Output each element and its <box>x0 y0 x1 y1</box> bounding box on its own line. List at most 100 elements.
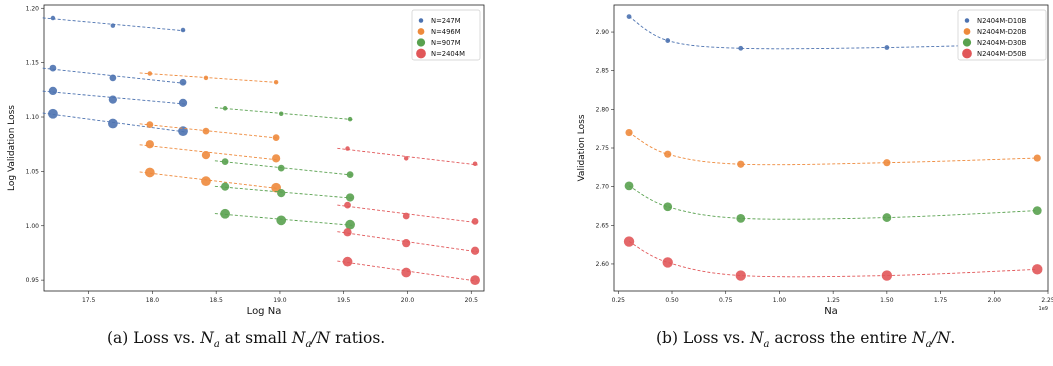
y-tick-label: 2.80 <box>596 106 610 113</box>
legend-label: N=907M <box>431 39 461 47</box>
x-axis-label: Log Na <box>247 306 282 317</box>
caption-b-prefix: (b) Loss vs. <box>656 329 750 347</box>
data-point <box>624 181 634 191</box>
x-tick-label: 18.5 <box>209 297 223 304</box>
y-tick-label: 1.20 <box>26 5 40 12</box>
legend-marker <box>962 48 972 59</box>
caption-a-middle: at small <box>219 329 292 347</box>
fit-line <box>214 107 353 121</box>
data-point <box>470 246 480 255</box>
x-tick-label: 0.75 <box>719 297 733 304</box>
fit-line <box>214 185 353 199</box>
data-point <box>147 71 153 76</box>
x-tick-label: 19.5 <box>337 297 351 304</box>
data-point <box>271 154 281 163</box>
x-tick-label: 1.25 <box>826 297 840 304</box>
data-point <box>345 193 355 202</box>
legend-label: N2404M-D10B <box>977 17 1027 25</box>
legend-label: N=496M <box>431 28 461 36</box>
data-point <box>401 267 412 278</box>
data-point <box>144 167 155 178</box>
data-point <box>220 182 230 191</box>
x-tick-label: 2.00 <box>988 297 1002 304</box>
data-point <box>662 257 673 268</box>
fit-curve <box>628 241 1038 278</box>
caption-b-suffix: . <box>950 329 956 347</box>
y-axis-label: Validation Loss <box>577 114 587 181</box>
caption-b-math-na: Na <box>749 329 770 351</box>
y-tick-label: 1.10 <box>26 114 40 121</box>
y-tick-label: 2.90 <box>596 29 610 36</box>
data-point <box>345 146 350 151</box>
data-point <box>735 270 746 281</box>
legend-box <box>957 9 1047 61</box>
legend-marker <box>416 48 426 59</box>
caption-b: (b) Loss vs. Na across the entire Na/N. <box>656 329 955 350</box>
x-tick-label: 1.00 <box>773 297 787 304</box>
data-point <box>882 213 892 222</box>
data-point <box>273 79 279 85</box>
data-point <box>146 121 154 128</box>
x-tick-label: 20.5 <box>465 297 479 304</box>
y-tick-label: 2.65 <box>596 222 610 229</box>
y-tick-label: 2.60 <box>596 261 610 268</box>
data-point <box>1032 264 1043 275</box>
data-point <box>403 156 409 161</box>
data-point <box>220 208 230 219</box>
data-point <box>202 127 210 135</box>
data-point <box>145 140 154 149</box>
data-point <box>48 86 58 96</box>
data-point <box>276 215 287 226</box>
caption-a-suffix: ratios. <box>330 329 386 347</box>
data-point <box>277 164 285 172</box>
data-point <box>201 176 211 187</box>
y-tick-label: 0.95 <box>26 277 40 284</box>
legend-label: N2404M-D30B <box>977 39 1027 47</box>
data-point <box>1033 154 1041 162</box>
data-point <box>881 270 893 281</box>
data-point <box>665 38 671 43</box>
data-point <box>107 118 118 129</box>
x-tick-label: 0.50 <box>665 297 679 304</box>
x-axis-label: Na <box>824 306 838 317</box>
data-point <box>402 239 411 248</box>
data-point <box>343 228 352 237</box>
fit-line <box>214 213 353 226</box>
figure-canvas: 17.5 18.0 18.5 19.0 19.5 20.0 20.5 0.95 1.00 1.05… <box>7 4 1053 317</box>
x-tick-label: 20.0 <box>401 297 415 304</box>
legend-label: N2404M-D20B <box>977 28 1027 36</box>
data-point <box>48 108 58 119</box>
data-point <box>50 15 56 21</box>
chart-a: 17.5 18.0 18.5 19.0 19.5 20.0 20.5 0.95 1.00 1.05… <box>7 4 485 317</box>
y-tick-label: 1.00 <box>26 223 40 230</box>
data-point <box>272 134 280 142</box>
x-tick-label: 1.75 <box>934 297 948 304</box>
legend-marker <box>417 28 425 35</box>
y-tick-label: 2.70 <box>596 184 610 191</box>
data-point <box>278 111 284 116</box>
data-point <box>180 27 186 33</box>
y-tick-label: 2.75 <box>596 145 610 152</box>
y-tick-label: 2.85 <box>596 68 610 75</box>
legend-label: N=247M <box>431 17 461 25</box>
x-tick-label: 17.5 <box>82 297 96 304</box>
x-multiplier-label: 1e9 <box>1039 306 1048 312</box>
fit-curve <box>628 185 1038 220</box>
fit-line <box>139 72 279 83</box>
data-point <box>345 219 355 230</box>
caption-a-prefix: (a) Loss vs. <box>107 329 201 347</box>
data-point <box>108 95 117 104</box>
chart-b: 0.25 0.50 0.75 1.00 1.25 1.50 1.75 2.00 2.25 2.60… <box>577 4 1053 317</box>
data-point <box>663 202 673 212</box>
data-point <box>625 128 633 137</box>
data-point <box>221 158 229 165</box>
data-point <box>277 189 286 198</box>
x-tick-label: 0.25 <box>612 297 626 304</box>
data-point <box>1032 206 1042 216</box>
data-point <box>737 160 745 168</box>
plot-frame <box>43 4 485 292</box>
fit-line <box>139 144 279 161</box>
fit-line <box>139 123 279 139</box>
legend-marker <box>964 18 970 23</box>
data-point <box>109 74 117 82</box>
